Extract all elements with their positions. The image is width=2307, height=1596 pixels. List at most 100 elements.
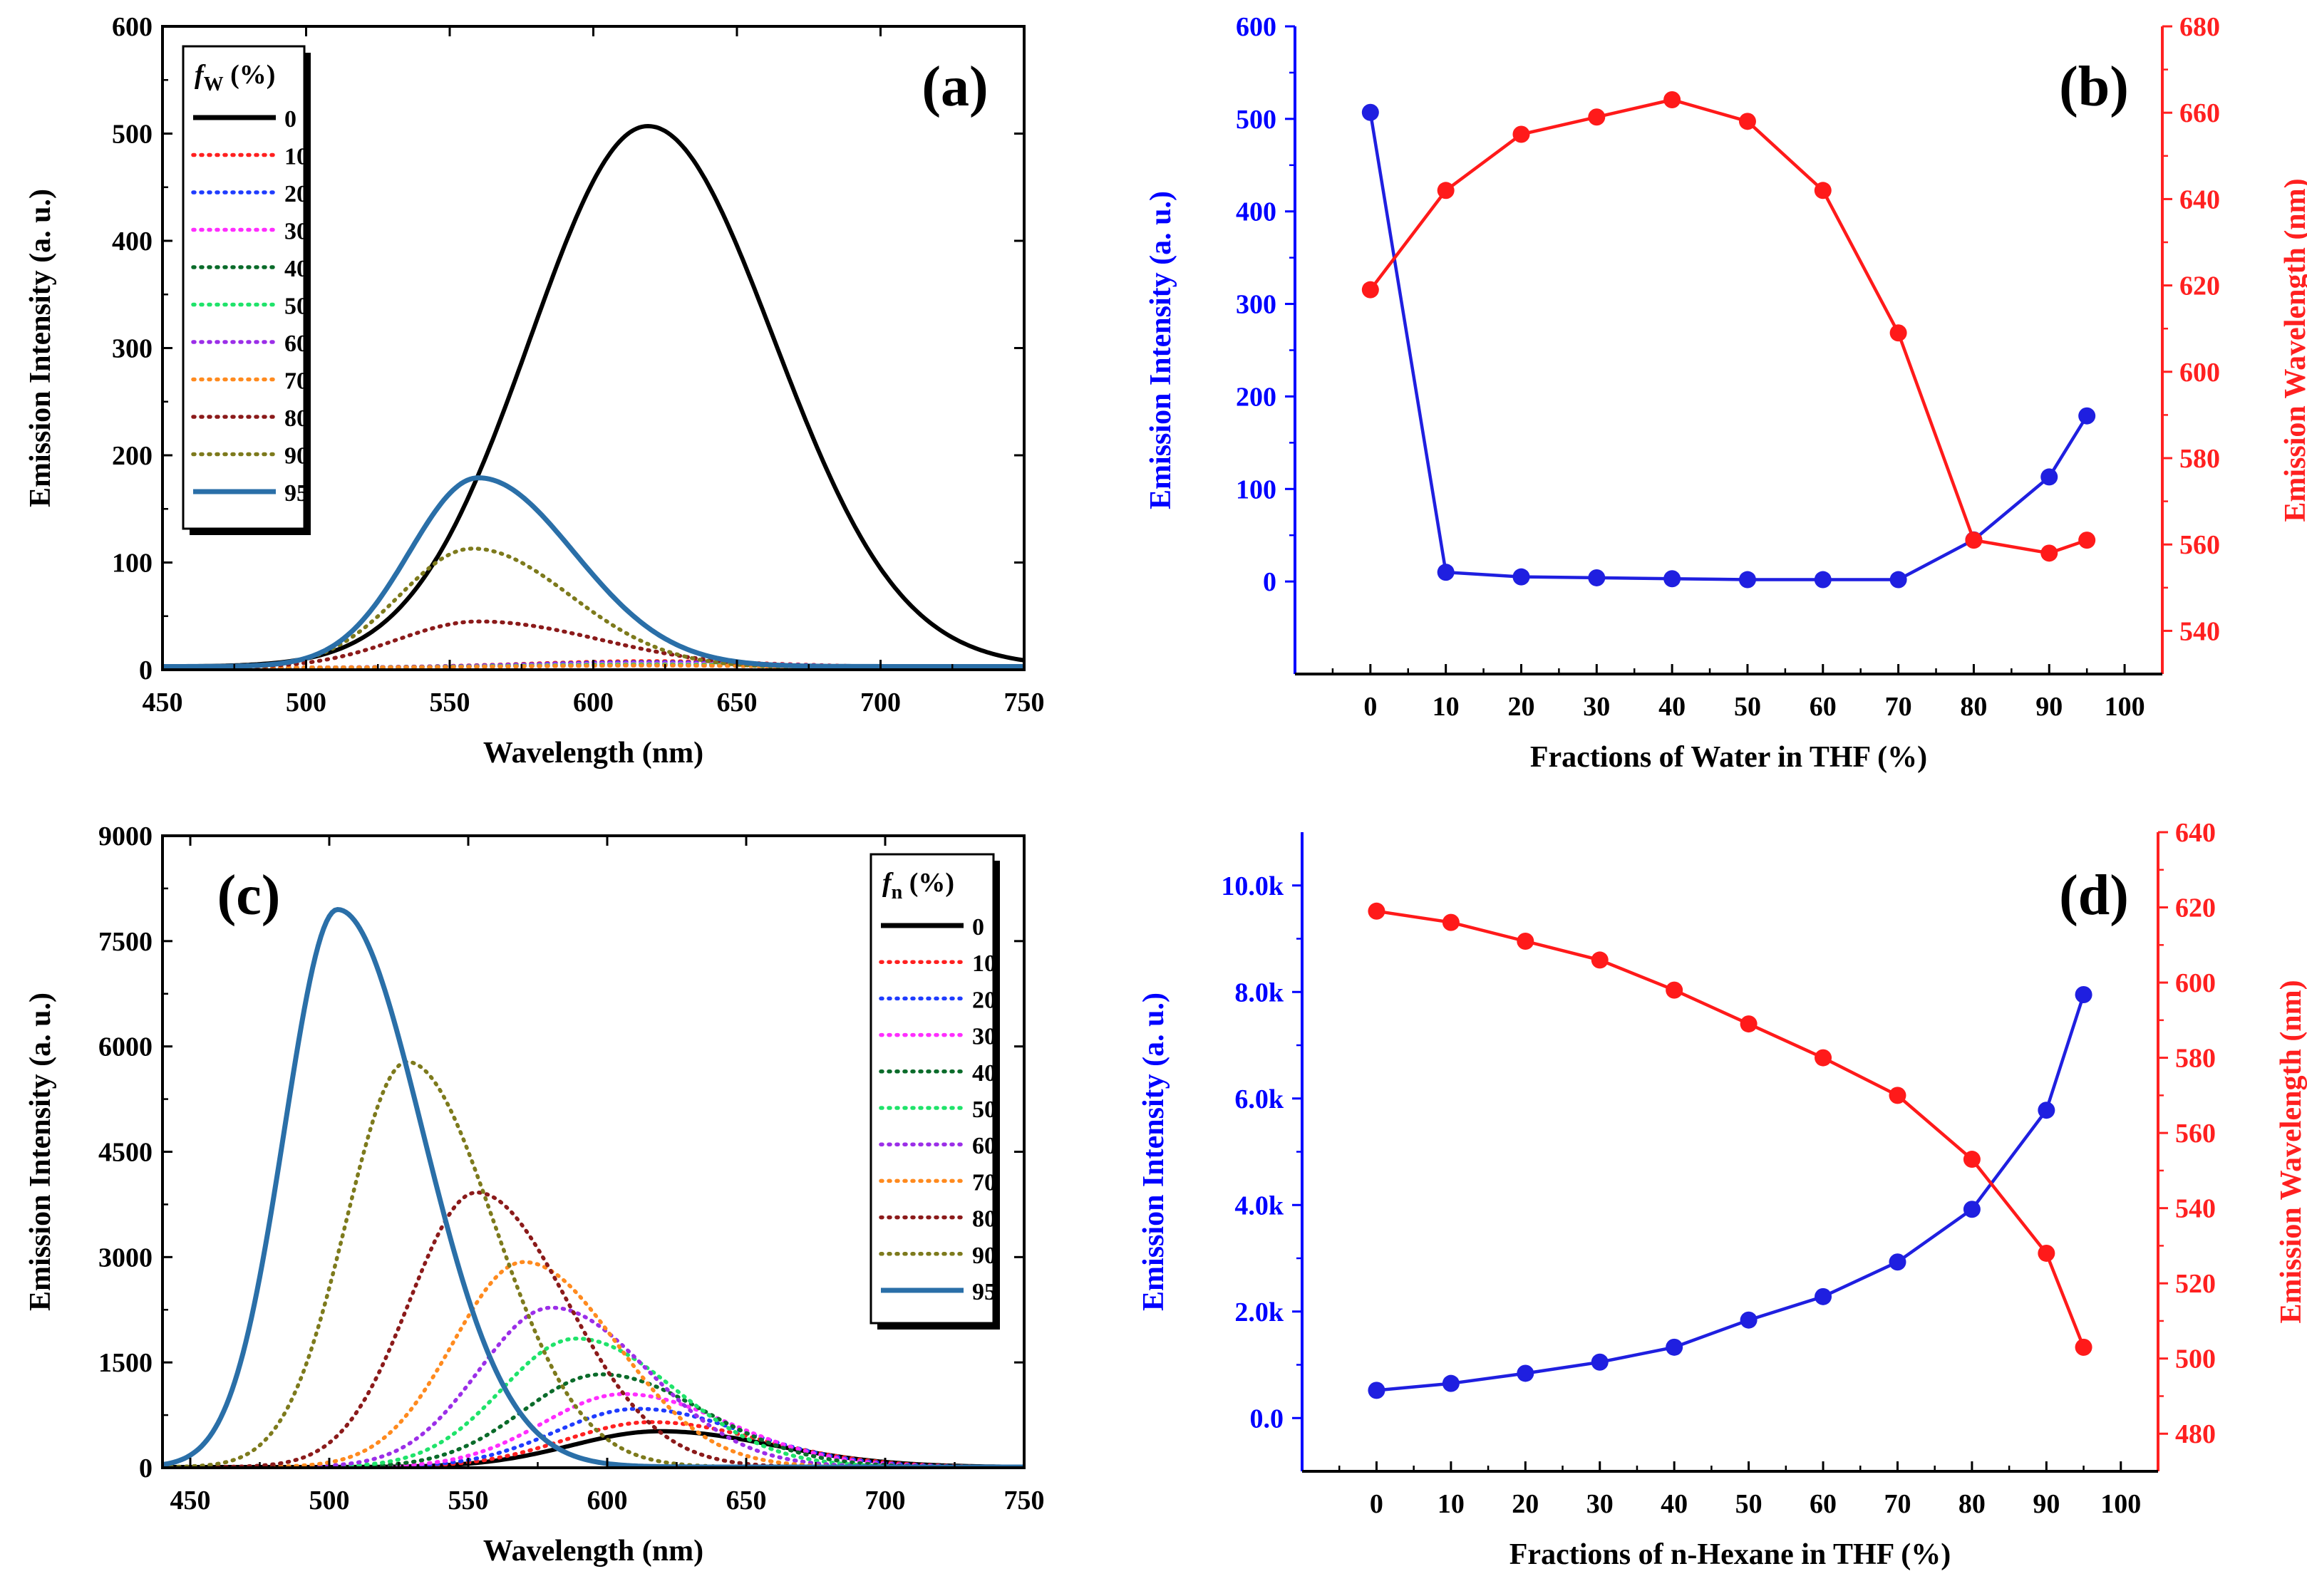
wavelength-point-30 bbox=[1588, 108, 1606, 126]
wavelength-point-80 bbox=[1963, 1151, 1981, 1168]
legend-label-80: 80 bbox=[972, 1206, 996, 1233]
y-tick-label: 200 bbox=[112, 441, 153, 471]
left-y-tick-label: 4.0k bbox=[1234, 1191, 1284, 1221]
wavelength-point-70 bbox=[1889, 1087, 1906, 1104]
right-y-tick-label: 620 bbox=[2179, 271, 2220, 301]
x-tick-label: 60 bbox=[1810, 692, 1837, 722]
y-tick-label: 0 bbox=[139, 656, 153, 685]
legend-title: fW (%) bbox=[195, 60, 275, 95]
legend-label-90: 90 bbox=[972, 1243, 996, 1269]
intensity-point-95 bbox=[2075, 985, 2092, 1003]
x-tick-label: 0 bbox=[1370, 1489, 1383, 1519]
intensity-point-60 bbox=[1814, 571, 1832, 589]
wavelength-point-20 bbox=[1517, 933, 1534, 950]
x-tick-label: 40 bbox=[1658, 692, 1686, 722]
wavelength-point-10 bbox=[1442, 913, 1460, 931]
legend-label-50: 50 bbox=[972, 1097, 996, 1123]
legend-label-10: 10 bbox=[972, 950, 996, 977]
intensity-point-90 bbox=[2040, 468, 2058, 486]
x-tick-label: 600 bbox=[573, 688, 614, 717]
left-y-tick-label: 0.0 bbox=[1250, 1404, 1284, 1434]
x-tick-label: 90 bbox=[2035, 692, 2063, 722]
y-tick-label: 9000 bbox=[98, 822, 153, 851]
x-tick-label: 70 bbox=[1885, 692, 1912, 722]
legend-label-70: 70 bbox=[972, 1169, 996, 1196]
wavelength-point-70 bbox=[1889, 324, 1907, 342]
intensity-point-30 bbox=[1588, 569, 1606, 586]
intensity-point-40 bbox=[1666, 1338, 1683, 1356]
x-axis-label: Wavelength (nm) bbox=[483, 1535, 703, 1568]
left-y-tick-label: 500 bbox=[1236, 105, 1276, 135]
x-tick-label: 60 bbox=[1810, 1489, 1837, 1519]
x-tick-label: 650 bbox=[726, 1486, 767, 1515]
x-tick-label: 700 bbox=[860, 688, 901, 717]
intensity-point-30 bbox=[1591, 1353, 1609, 1371]
x-tick-label: 90 bbox=[2033, 1489, 2060, 1519]
legend-label-95: 95 bbox=[972, 1279, 996, 1305]
panel-label: (b) bbox=[2059, 56, 2129, 118]
left-y-tick-label: 2.0k bbox=[1234, 1297, 1284, 1327]
panel-d: 0 10 20 30 40 50 60 70 80 90 100 0.0 2.0k 4.0k 6.0k 8.0… bbox=[1137, 818, 2307, 1571]
y-tick-label: 3000 bbox=[98, 1243, 153, 1273]
x-tick-label: 500 bbox=[309, 1486, 350, 1515]
left-y-tick-label: 8.0k bbox=[1234, 978, 1284, 1007]
x-tick-label: 100 bbox=[2105, 692, 2145, 722]
right-y-axis-label: Emission Wavelength (nm) bbox=[2279, 178, 2307, 522]
intensity-point-10 bbox=[1442, 1374, 1460, 1392]
wavelength-point-90 bbox=[2038, 1244, 2055, 1262]
legend-label-40: 40 bbox=[972, 1060, 996, 1087]
left-y-tick-label: 600 bbox=[1236, 12, 1276, 42]
legend-label-90: 90 bbox=[284, 443, 309, 470]
wavelength-point-90 bbox=[2040, 544, 2058, 562]
legend-label-80: 80 bbox=[284, 405, 309, 432]
right-y-tick-label: 620 bbox=[2175, 893, 2216, 923]
x-tick-label: 450 bbox=[170, 1486, 211, 1515]
x-tick-label: 20 bbox=[1507, 692, 1534, 722]
y-tick-label: 4500 bbox=[98, 1138, 153, 1168]
legend-label-60: 60 bbox=[284, 331, 309, 357]
right-y-tick-label: 560 bbox=[2179, 530, 2220, 560]
x-tick-label: 70 bbox=[1884, 1489, 1911, 1519]
intensity-point-20 bbox=[1517, 1364, 1534, 1382]
x-tick-label: 750 bbox=[1004, 688, 1045, 717]
y-axis-label: Emission Intensity (a. u.) bbox=[24, 993, 57, 1311]
right-y-tick-label: 600 bbox=[2179, 358, 2220, 388]
legend-box bbox=[869, 853, 995, 1325]
intensity-point-70 bbox=[1889, 1253, 1906, 1271]
panel-b: 0 10 20 30 40 50 60 70 80 90 100 0 100 200 300 400 500 60… bbox=[1145, 12, 2307, 774]
right-y-tick-label: 660 bbox=[2179, 98, 2220, 128]
left-y-tick-label: 200 bbox=[1236, 382, 1276, 412]
intensity-point-70 bbox=[1889, 571, 1907, 589]
panel-c: 450 500 550 600 650 700 7500150030004500600075… bbox=[24, 822, 1045, 1568]
right-y-tick-label: 580 bbox=[2175, 1044, 2216, 1074]
series-40-line bbox=[162, 1372, 1024, 1468]
intensity-point-0 bbox=[1368, 1382, 1385, 1399]
series-20-line bbox=[162, 1406, 1024, 1468]
legend-label-60: 60 bbox=[972, 1133, 996, 1159]
legend-label-30: 30 bbox=[972, 1024, 996, 1050]
left-y-tick-label: 0 bbox=[1263, 567, 1276, 597]
x-tick-label: 50 bbox=[1734, 692, 1761, 722]
legend-label-0: 0 bbox=[284, 106, 296, 133]
legend-title-unit: (%) bbox=[224, 60, 276, 90]
wavelength-line bbox=[1369, 98, 2087, 555]
wavelength-point-10 bbox=[1437, 182, 1455, 200]
panel-label: (c) bbox=[217, 864, 281, 927]
legend-box bbox=[182, 45, 306, 530]
x-axis-label: Fractions of n-Hexane in THF (%) bbox=[1509, 1538, 1951, 1571]
legend-label-95: 95 bbox=[284, 480, 309, 507]
legend-label-50: 50 bbox=[284, 294, 309, 320]
right-y-tick-label: 540 bbox=[2179, 616, 2220, 646]
wavelength-point-60 bbox=[1814, 182, 1832, 200]
intensity-point-0 bbox=[1361, 103, 1379, 121]
x-tick-label: 550 bbox=[430, 688, 470, 717]
legend-label-70: 70 bbox=[284, 368, 309, 395]
left-y-tick-label: 100 bbox=[1236, 475, 1276, 504]
series-90-line bbox=[162, 1059, 1024, 1468]
intensity-point-80 bbox=[1963, 1201, 1981, 1218]
wavelength-point-40 bbox=[1663, 91, 1681, 109]
wavelength-point-50 bbox=[1738, 113, 1756, 130]
series-50-line bbox=[162, 1336, 1024, 1468]
x-tick-label: 80 bbox=[1960, 692, 1987, 722]
